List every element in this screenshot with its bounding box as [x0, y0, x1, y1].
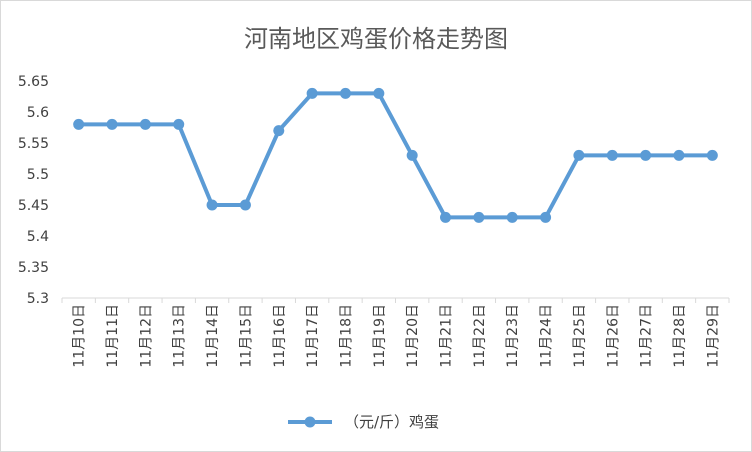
y-tick-label: 5.6 [27, 105, 49, 121]
data-point [306, 87, 318, 99]
chart-title: 河南地区鸡蛋价格走势图 [244, 25, 508, 53]
x-tick-label: 11月10日 [72, 304, 88, 368]
y-tick-label: 5.3 [27, 291, 49, 307]
data-point [673, 149, 685, 161]
data-point [506, 211, 518, 223]
legend-series-marker [304, 416, 316, 428]
data-point [606, 149, 618, 161]
x-tick-label: 11月13日 [172, 304, 188, 368]
data-point [106, 118, 118, 130]
y-tick-label: 5.55 [18, 136, 49, 152]
x-tick-label: 11月26日 [605, 304, 621, 368]
series-egg-price [73, 87, 718, 223]
y-axis-ticks: 5.3 5.35 5.4 5.45 5.5 5.55 5.6 5.65 [18, 74, 49, 307]
x-tick-label: 11月14日 [205, 304, 221, 368]
x-tick-label: 11月19日 [372, 304, 388, 368]
data-point [640, 149, 652, 161]
data-point [473, 211, 485, 223]
data-point [139, 118, 151, 130]
y-tick-label: 5.45 [18, 198, 49, 214]
data-point [706, 149, 718, 161]
x-tick-label: 11月22日 [472, 304, 488, 368]
legend: （元/斤）鸡蛋 [288, 413, 439, 431]
data-point [573, 149, 585, 161]
x-axis-ticks: 11月10日 11月11日 11月12日 11月13日 11月14日 11月15日 11月1… [72, 304, 722, 368]
y-tick-label: 5.65 [18, 74, 49, 90]
y-tick-label: 5.35 [18, 260, 49, 276]
data-point [406, 149, 418, 161]
series-line [76, 91, 715, 220]
data-point [239, 199, 251, 211]
data-point [73, 118, 85, 130]
data-point [440, 211, 452, 223]
y-tick-label: 5.5 [27, 167, 49, 183]
data-point [373, 87, 385, 99]
x-tick-label: 11月25日 [572, 304, 588, 368]
data-point [173, 118, 185, 130]
x-tick-label: 11月15日 [238, 304, 254, 368]
data-point [339, 87, 351, 99]
x-tick-label: 11月12日 [138, 304, 154, 368]
x-tick-label: 11月16日 [272, 304, 288, 368]
x-tick-label: 11月23日 [505, 304, 521, 368]
x-tick-label: 11月18日 [338, 304, 354, 368]
x-axis [61, 297, 730, 303]
x-tick-label: 11月28日 [672, 304, 688, 368]
x-tick-label: 11月27日 [639, 304, 655, 368]
y-tick-label: 5.4 [27, 229, 49, 245]
data-point [540, 211, 552, 223]
data-point [273, 125, 285, 137]
x-tick-label: 11月24日 [539, 304, 555, 368]
legend-series-label: （元/斤）鸡蛋 [344, 413, 439, 431]
x-tick-label: 11月17日 [305, 304, 321, 368]
x-tick-label: 11月29日 [705, 304, 721, 368]
x-tick-label: 11月20日 [405, 304, 421, 368]
x-tick-label: 11月21日 [439, 304, 455, 368]
data-point [206, 199, 218, 211]
x-tick-label: 11月11日 [105, 304, 121, 368]
